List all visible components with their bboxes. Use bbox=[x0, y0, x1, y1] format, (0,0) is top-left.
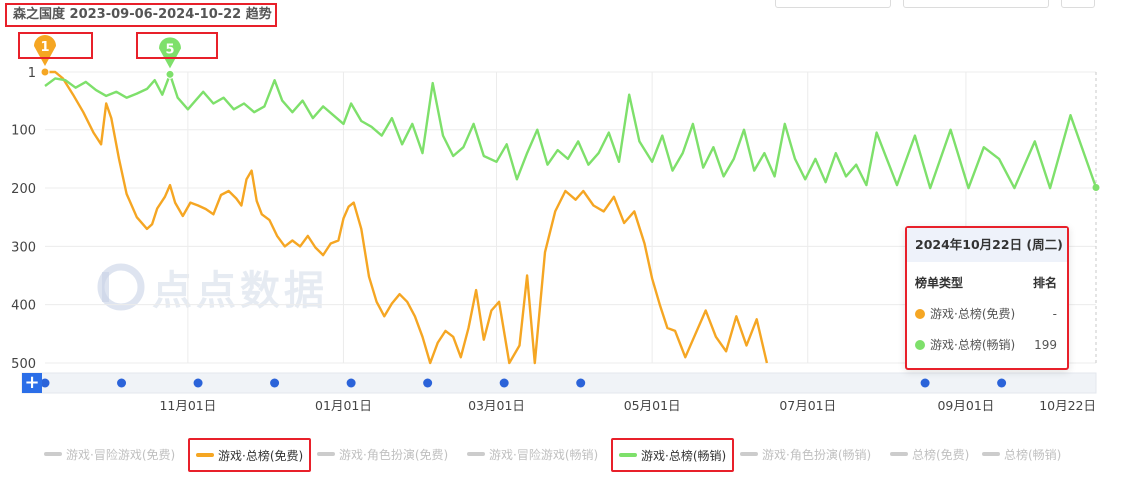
x-tick-label: 11月01日 bbox=[159, 398, 216, 413]
tooltip-date: 2024年10月22日 (周二) bbox=[907, 228, 1067, 262]
legend-label: 总榜(畅销) bbox=[1004, 447, 1062, 462]
tooltip-row-grossing-label: 游戏·总榜(畅销) bbox=[930, 338, 1016, 352]
legend-label: 游戏·总榜(畅销) bbox=[641, 448, 727, 463]
marker-point bbox=[165, 69, 175, 79]
tooltip-row-grossing-value: 199 bbox=[1034, 337, 1057, 352]
marker-label: 5 bbox=[165, 42, 174, 57]
slider-dot bbox=[193, 378, 203, 388]
legend-swatch bbox=[890, 452, 908, 456]
x-tick-label: 05月01日 bbox=[624, 398, 681, 413]
legend-item-adventure-free[interactable]: 游戏·冒险游戏(免费) bbox=[44, 442, 175, 466]
chart-legend: 游戏·冒险游戏(免费) 游戏·总榜(免费) 游戏·角色扮演(免费) 游戏·冒险游… bbox=[0, 438, 1123, 472]
legend-label: 游戏·角色扮演(免费) bbox=[339, 447, 449, 462]
legend-item-all-free[interactable]: 总榜(免费) bbox=[890, 442, 969, 466]
y-tick-label: 300 bbox=[11, 240, 36, 255]
hover-point bbox=[1092, 183, 1100, 191]
slider-add-button[interactable]: + bbox=[22, 373, 42, 393]
legend-item-overall-grossing[interactable]: 游戏·总榜(畅销) bbox=[611, 438, 735, 472]
x-tick-label: 01月01日 bbox=[315, 398, 372, 413]
slider-dot bbox=[920, 378, 930, 388]
x-tick-label: 07月01日 bbox=[779, 398, 836, 413]
legend-swatch bbox=[619, 453, 637, 457]
free-series-dot-icon bbox=[915, 309, 925, 319]
series-line-free bbox=[45, 70, 769, 365]
y-tick-label: 100 bbox=[11, 124, 36, 139]
slider-dot bbox=[997, 378, 1007, 388]
slider-dot bbox=[117, 378, 127, 388]
chart-title: 森之国度 2023-09-06-2024-10-22 趋势 bbox=[5, 3, 277, 27]
y-tick-label: 1 bbox=[28, 66, 36, 81]
legend-label: 游戏·冒险游戏(畅销) bbox=[489, 447, 599, 462]
slider-dot bbox=[40, 378, 50, 388]
slider-dot bbox=[346, 378, 356, 388]
y-tick-label: 200 bbox=[11, 182, 36, 197]
marker-highlight-box bbox=[18, 32, 93, 59]
marker-pin bbox=[33, 34, 56, 66]
tooltip-row-free: 游戏·总榜(免费) - bbox=[907, 305, 1067, 322]
legend-swatch bbox=[196, 453, 214, 457]
legend-swatch bbox=[44, 452, 62, 456]
legend-label: 游戏·总榜(免费) bbox=[218, 448, 304, 463]
legend-label: 游戏·冒险游戏(免费) bbox=[66, 447, 176, 462]
legend-item-rpg-grossing[interactable]: 游戏·角色扮演(畅销) bbox=[740, 442, 871, 466]
tooltip-row-free-label: 游戏·总榜(免费) bbox=[930, 307, 1016, 321]
marker-point bbox=[40, 67, 50, 77]
legend-swatch bbox=[317, 452, 335, 456]
legend-item-all-grossing[interactable]: 总榜(畅销) bbox=[982, 442, 1061, 466]
legend-label: 总榜(免费) bbox=[912, 447, 970, 462]
range-slider bbox=[21, 372, 1097, 394]
slider-dot bbox=[270, 378, 280, 388]
tooltip-col-type: 榜单类型 bbox=[915, 276, 964, 290]
x-tick-label: 03月01日 bbox=[468, 398, 525, 413]
legend-item-rpg-free[interactable]: 游戏·角色扮演(免费) bbox=[317, 442, 448, 466]
series-line-grossing bbox=[44, 73, 1098, 190]
marker-highlight-box bbox=[135, 32, 218, 59]
legend-swatch bbox=[740, 452, 758, 456]
legend-item-adventure-grossing[interactable]: 游戏·冒险游戏(畅销) bbox=[467, 442, 598, 466]
tooltip-panel: 2024年10月22日 (周二) 榜单类型 排名 游戏·总榜(免费) - 游戏·… bbox=[905, 226, 1069, 370]
grossing-series-dot-icon bbox=[915, 340, 925, 350]
legend-swatch bbox=[467, 452, 485, 456]
legend-label: 游戏·角色扮演(畅销) bbox=[762, 447, 872, 462]
marker-pin bbox=[158, 37, 181, 69]
marker-label: 1 bbox=[40, 40, 49, 55]
y-tick-label: 400 bbox=[11, 299, 36, 314]
x-tick-label: 10月22日 bbox=[1039, 398, 1096, 413]
top-control-3[interactable] bbox=[1061, 0, 1095, 8]
slider-dot bbox=[423, 378, 433, 388]
slider-dot bbox=[499, 378, 509, 388]
x-tick-label: 09月01日 bbox=[937, 398, 994, 413]
tooltip-col-rank: 排名 bbox=[1032, 276, 1057, 290]
legend-swatch bbox=[982, 452, 1000, 456]
legend-item-overall-free[interactable]: 游戏·总榜(免费) bbox=[188, 438, 312, 472]
top-control-1[interactable] bbox=[775, 0, 891, 8]
top-control-2[interactable] bbox=[903, 0, 1049, 8]
tooltip-row-grossing: 游戏·总榜(畅销) 199 bbox=[907, 336, 1067, 353]
tooltip-row-free-value: - bbox=[1052, 306, 1057, 321]
slider-dot bbox=[576, 378, 586, 388]
y-tick-label: 500 bbox=[11, 357, 36, 372]
